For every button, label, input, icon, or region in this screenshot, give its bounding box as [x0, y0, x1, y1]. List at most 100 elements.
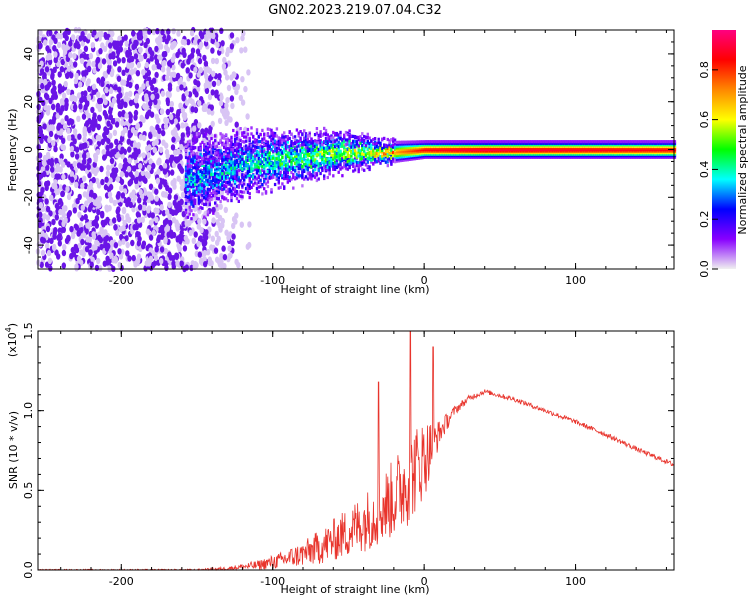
spectrogram-band-cell: [197, 175, 200, 179]
spectrogram-noise-cell: [81, 232, 87, 239]
spectrogram-noise-cell: [45, 45, 50, 52]
spectrogram-noise-cell: [114, 44, 120, 51]
spectrogram-band-cell: [184, 145, 188, 149]
spectrogram-noise-cell: [210, 37, 215, 45]
spectrogram-band-cell: [186, 161, 190, 165]
spectrogram-noise-cell: [113, 84, 118, 91]
spectrogram-noise-cell: [204, 127, 209, 134]
spectrogram-noise-cell: [80, 182, 85, 190]
spectrogram-noise-cell: [66, 88, 71, 96]
spectrogram-band-cell: [288, 136, 291, 140]
spectrogram-noise-cell: [55, 32, 61, 40]
spectrogram-noise-cell: [129, 62, 134, 69]
spectrogram-noise-cell: [169, 100, 174, 108]
spectrogram-noise-cell: [42, 123, 47, 130]
spectrogram-noise-cell: [105, 144, 110, 151]
spectrogram-noise-cell: [243, 85, 248, 93]
spectrogram-noise-cell: [157, 157, 162, 164]
spectrogram-noise-cell: [219, 253, 224, 260]
spectrogram-noise-cell: [103, 229, 108, 236]
spectrogram-noise-cell: [211, 70, 216, 78]
spectrogram-band-cell: [192, 196, 195, 200]
spectrogram-noise-cell: [136, 217, 142, 224]
spectrogram-noise-cell: [132, 194, 137, 201]
spectrogram-noise-cell: [138, 163, 143, 170]
spectrogram-noise-cell: [56, 253, 61, 260]
spectrogram-noise-cell: [161, 129, 166, 137]
spectrogram-band-cell: [317, 168, 320, 172]
spectrogram-noise-cell: [101, 149, 106, 156]
spectrogram-noise-cell: [151, 162, 156, 170]
spectrogram-noise-cell: [153, 87, 159, 94]
spectrogram-noise-cell: [74, 263, 79, 270]
spectrogram-band-cell: [201, 196, 204, 200]
spectrogram-noise-cell: [183, 234, 189, 242]
spectrogram-noise-cell: [196, 80, 201, 88]
spectrogram-noise-cell: [203, 60, 209, 67]
spectrogram-noise-cell: [118, 46, 124, 53]
spectrogram-noise-cell: [102, 131, 107, 139]
spectrogram-noise-cell: [45, 214, 51, 221]
spectrogram-noise-cell: [38, 211, 43, 218]
spectrogram-noise-cell: [172, 179, 177, 186]
spectrogram-band-cell: [219, 199, 222, 204]
spectrogram-band-cell: [188, 168, 191, 172]
spectrogram-noise-cell: [172, 71, 177, 79]
spectrogram-noise-cell: [117, 248, 122, 255]
spectrogram-noise-cell: [158, 183, 163, 190]
spectrogram-noise-cell: [61, 92, 67, 99]
spectrogram-noise-cell: [151, 229, 156, 237]
spectrogram-band-cell: [204, 174, 208, 179]
spectrogram-noise-cell: [205, 66, 210, 73]
spectrogram-noise-cell: [172, 199, 177, 207]
spectrogram-noise-cell: [211, 32, 216, 40]
spectrogram-noise-cell: [97, 234, 102, 242]
spectrogram-noise-cell: [125, 241, 130, 249]
spectrogram-noise-cell: [123, 95, 128, 103]
spectrogram-noise-cell: [39, 112, 44, 119]
spectrogram-noise-cell: [105, 170, 111, 177]
spectrogram-band-cell: [281, 155, 284, 159]
spectrogram-noise-cell: [98, 48, 103, 55]
spectrogram-noise-cell: [124, 112, 129, 119]
spectrogram-noise-cell: [83, 142, 88, 149]
spectrogram-band-cell: [190, 173, 193, 177]
spectrogram-noise-cell: [100, 219, 106, 227]
spectrogram-band-cell: [255, 131, 259, 135]
spectrogram-noise-cell: [175, 51, 180, 59]
spectrogram-band-cell: [386, 164, 389, 168]
spectrogram-noise-cell: [73, 61, 78, 68]
spectrogram-noise-cell: [142, 27, 148, 34]
spectrogram-band-cell: [214, 134, 217, 138]
spectrogram-band-cell: [244, 139, 248, 143]
spectrogram-band-cell: [252, 134, 255, 138]
spectrogram-noise-cell: [69, 171, 75, 178]
spectrogram-band-cell: [192, 157, 195, 161]
spectrogram-noise-cell: [38, 77, 44, 85]
spectrogram-band-cell: [195, 163, 199, 167]
spectrogram-noise-cell: [59, 66, 65, 73]
spectrogram-noise-cell: [108, 36, 114, 43]
spectrogram-noise-cell: [88, 52, 94, 60]
spectrogram-band-cell: [290, 132, 293, 136]
spectrogram-band-cell: [192, 161, 195, 165]
spectrogram-noise-cell: [131, 254, 136, 262]
spectrogram-band-cell: [215, 204, 219, 208]
spectrogram-noise-cell: [196, 240, 201, 248]
spectrogram-noise-cell: [79, 57, 85, 65]
spectrogram-noise-cell: [154, 113, 159, 121]
spectrogram-band-cell: [188, 139, 191, 143]
spectrogram-noise-cell: [112, 129, 118, 136]
spectrogram-noise-cell: [121, 206, 127, 214]
spectrogram-noise-cell: [161, 51, 167, 58]
spectrogram-noise-cell: [173, 127, 178, 134]
spectrogram-band-cell: [328, 168, 331, 172]
spectrogram-band-cell: [188, 208, 191, 212]
spectrogram-band-cell: [195, 170, 199, 174]
spectrogram-noise-cell: [180, 122, 185, 129]
spectrogram-noise-cell: [92, 112, 97, 119]
spectrogram-noise-cell: [175, 72, 181, 80]
spectrogram-noise-cell: [127, 132, 132, 139]
spectrogram-noise-cell: [133, 177, 139, 184]
spectrogram-band-cell: [203, 134, 206, 138]
